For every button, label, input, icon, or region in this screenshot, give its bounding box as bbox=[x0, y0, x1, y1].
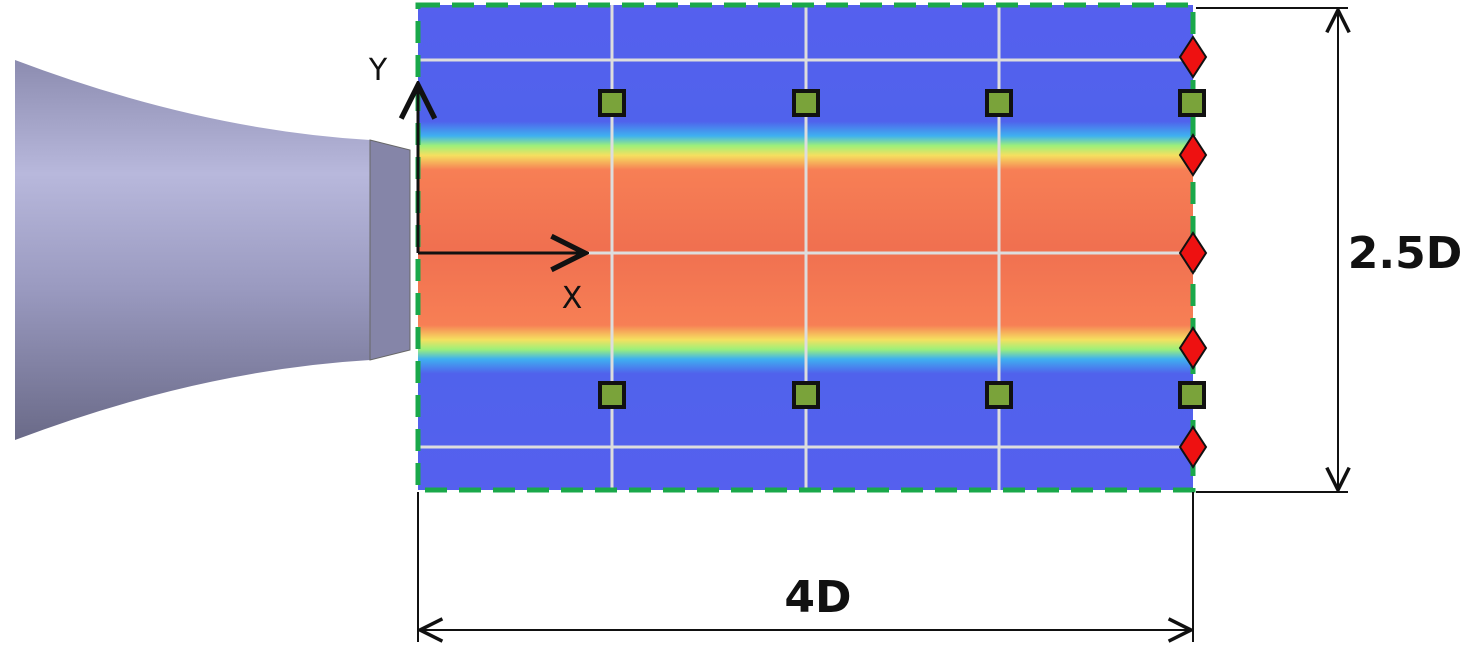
y-axis-label: Y bbox=[368, 53, 388, 88]
x-axis-label: X bbox=[562, 281, 583, 316]
nozzle-tip bbox=[370, 140, 410, 360]
nozzle bbox=[15, 60, 370, 440]
height-label: 2.5D bbox=[1348, 228, 1462, 279]
diagram: Y X 2.5D 4D bbox=[0, 0, 1481, 648]
width-label: 4D bbox=[784, 572, 851, 623]
page: {"axes": {"y": "Y", "x": "X"}, "dimensio… bbox=[0, 0, 1481, 648]
